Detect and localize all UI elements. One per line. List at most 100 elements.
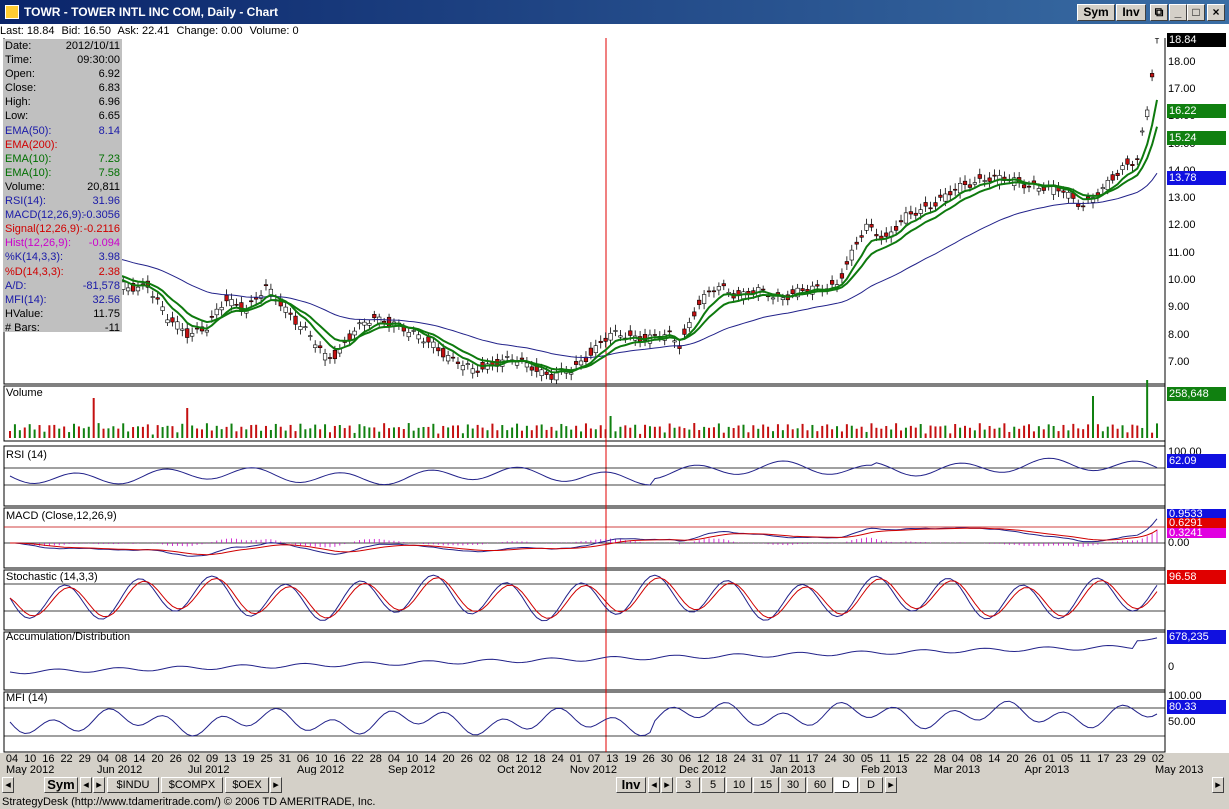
volume-bar	[978, 423, 981, 438]
scroll-left-icon[interactable]: ◂	[2, 777, 14, 793]
interval-tab-10[interactable]: 10	[726, 777, 752, 793]
inv-tab[interactable]: Inv	[616, 777, 646, 793]
close-icon[interactable]: ×	[1207, 4, 1225, 21]
inv-prev-icon[interactable]: ◂	[648, 777, 660, 793]
chart-canvas[interactable]	[0, 38, 1229, 772]
sym-next-icon[interactable]: ▸	[93, 777, 105, 793]
volume-bar	[452, 425, 455, 438]
data-row-label: Low:	[5, 110, 29, 123]
candle-up	[1145, 109, 1150, 117]
sym-tab[interactable]: Sym	[44, 777, 78, 793]
volume-bar	[368, 427, 371, 438]
data-row-value: 31.96	[92, 195, 120, 208]
price-tag: 16.22	[1167, 104, 1226, 119]
volume-bar	[186, 408, 189, 438]
time-axis-day: 24	[824, 753, 837, 765]
time-axis-day: 11	[1079, 753, 1091, 765]
candle-down	[977, 174, 982, 179]
popout-icon[interactable]: ⧉	[1150, 4, 1168, 21]
candle-down	[874, 234, 879, 237]
interval-tab-d[interactable]: D	[859, 777, 883, 793]
data-row: %K(14,3,3): 3.98	[3, 250, 122, 264]
candle-down	[249, 300, 254, 303]
symbol-tab-compx[interactable]: $COMPX	[161, 777, 223, 793]
volume-bar	[555, 430, 558, 438]
volume-bar	[693, 423, 696, 438]
symbols-more-icon[interactable]: ▸	[270, 777, 282, 793]
data-row-value: 11.75	[93, 307, 120, 320]
interval-tab-30[interactable]: 30	[780, 777, 806, 793]
candle-up	[1066, 191, 1071, 199]
candle-down	[372, 314, 377, 319]
interval-tab-5[interactable]: 5	[701, 777, 725, 793]
sym-prev-icon[interactable]: ◂	[80, 777, 92, 793]
minimize-icon[interactable]: _	[1169, 4, 1187, 21]
time-axis-day: 24	[551, 753, 564, 765]
candle-up	[780, 297, 785, 300]
data-row-label: Open:	[5, 68, 35, 81]
ad-tag: 678,235	[1167, 630, 1226, 644]
interval-tab-60[interactable]: 60	[807, 777, 833, 793]
volume-bar	[181, 423, 184, 438]
volume-bar	[525, 425, 528, 438]
volume-bar	[993, 428, 996, 438]
candle-down	[869, 224, 874, 228]
candle-up	[982, 180, 987, 182]
symbol-tab-oex[interactable]: $OEX	[225, 777, 269, 793]
volume-bar	[402, 429, 405, 438]
volume-bar	[909, 425, 912, 438]
macd-tag-macd: 0.9533	[1167, 509, 1226, 520]
time-axis-day: 17	[806, 753, 819, 765]
panel-frame	[3, 38, 1166, 385]
volume-bar	[698, 430, 701, 438]
maximize-icon[interactable]: □	[1187, 4, 1205, 21]
time-axis-day: 22	[915, 753, 928, 765]
candle-up	[460, 365, 465, 371]
intervals-more-icon[interactable]: ▸	[885, 777, 897, 793]
ema-10-fast-line	[9, 99, 1158, 374]
candle-down	[544, 371, 549, 375]
interval-tab-3[interactable]: 3	[676, 777, 700, 793]
candle-down	[1021, 184, 1027, 189]
candle-down	[426, 336, 431, 343]
data-window: Date: 2012/10/11 Time: 09:30:00 Open: 6.92 Clo…	[3, 39, 122, 334]
candle-down	[224, 294, 229, 302]
mfi-tag: 80.33	[1167, 700, 1226, 714]
sym-button[interactable]: Sym	[1077, 4, 1115, 21]
volume-bar	[644, 424, 647, 438]
time-axis-day: 04	[387, 753, 401, 765]
candle-up	[175, 321, 180, 330]
candle-up	[1090, 197, 1096, 203]
volume-title: Volume	[6, 387, 43, 399]
time-axis-day: 01	[1042, 753, 1055, 765]
interval-tab-d-active[interactable]: D	[834, 777, 858, 793]
inv-button[interactable]: Inv	[1116, 4, 1146, 21]
volume-bar	[471, 428, 474, 438]
data-row: Signal(12,26,9): -0.2116	[3, 222, 122, 236]
data-row: A/D: -81,578	[3, 279, 122, 293]
volume-bar	[589, 428, 592, 438]
symbol-tab-indu[interactable]: $INDU	[107, 777, 159, 793]
candle-down	[1076, 203, 1081, 207]
volume-bar	[565, 426, 568, 438]
candle-up	[524, 362, 529, 368]
candle-down	[1135, 158, 1140, 160]
candle-down	[475, 370, 480, 373]
data-row-value: 2012/10/11	[65, 40, 120, 52]
candle-down	[923, 202, 928, 207]
price-axis-label: 17.00	[1168, 83, 1196, 96]
time-axis-day: 22	[351, 753, 364, 765]
inv-next-icon[interactable]: ▸	[661, 777, 673, 793]
volume-bar	[13, 424, 16, 438]
interval-tab-15[interactable]: 15	[753, 777, 779, 793]
volume-bar	[304, 429, 307, 438]
candle-up	[1120, 165, 1125, 170]
data-row-value: -0.3056	[82, 209, 120, 222]
volume-bar	[1047, 424, 1050, 438]
volume-bar	[343, 428, 346, 438]
scroll-right-icon[interactable]: ▸	[1212, 777, 1224, 793]
candle-down	[209, 316, 214, 318]
candle-down	[332, 349, 338, 360]
candle-down	[908, 211, 913, 215]
volume-bar	[1057, 431, 1060, 438]
